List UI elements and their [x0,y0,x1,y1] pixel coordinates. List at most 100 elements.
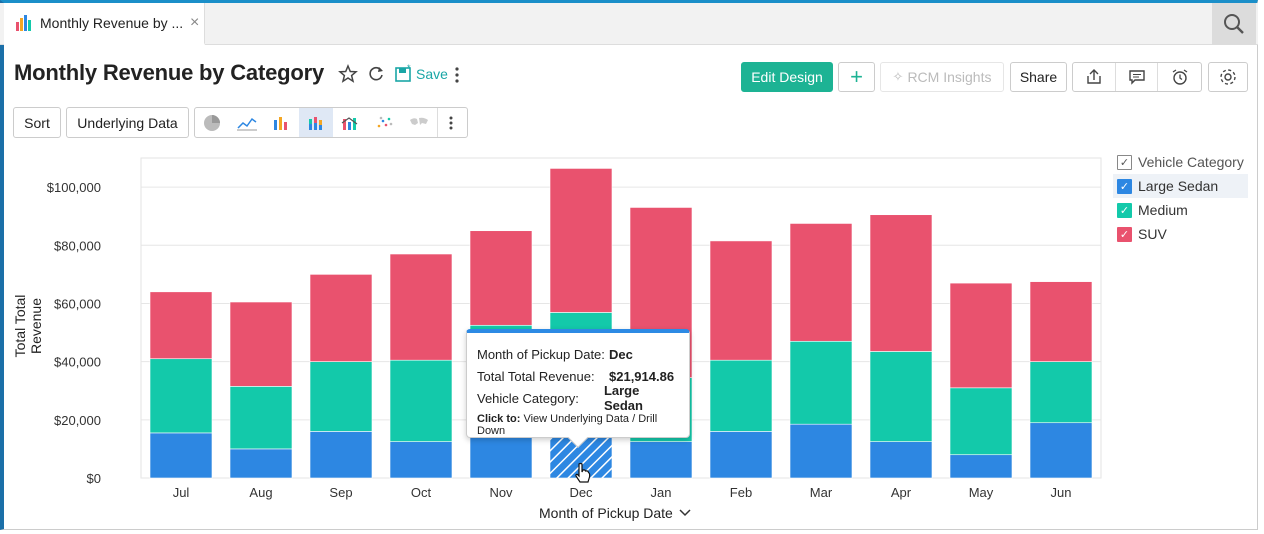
checkbox-icon: ✓ [1117,202,1132,218]
edit-design-button[interactable]: Edit Design [741,62,833,92]
settings-button[interactable] [1208,62,1248,92]
bar-may-medium[interactable] [949,387,1013,456]
legend-item-medium[interactable]: ✓ Medium [1113,198,1248,222]
tooltip-value: Dec [609,346,633,362]
x-tick-label: Nov [489,485,513,500]
underlying-data-button[interactable]: Underlying Data [66,107,189,138]
x-tick-label: Jan [651,485,672,500]
y-tick-label: $40,000 [54,355,101,370]
bar-may-suv[interactable] [949,282,1013,389]
x-axis-title[interactable]: Month of Pickup Date [539,505,691,521]
bar-apr-medium[interactable] [869,351,933,442]
bar-feb-large-sedan[interactable] [709,431,773,479]
tab-label: Monthly Revenue by ... [40,15,182,31]
stacked-bar-chart-icon[interactable] [298,108,333,137]
rcm-insights-label: RCM Insights [907,69,992,85]
map-chart-icon[interactable] [402,108,437,137]
tooltip-key: Month of Pickup Date: [477,346,605,362]
bar-jun-suv[interactable] [1029,281,1093,362]
combo-chart-icon[interactable] [333,108,368,137]
tooltip-click-hint[interactable]: Click to: View Underlying Data / Drill D… [477,413,679,437]
bar-oct-suv[interactable] [389,253,453,361]
sort-button[interactable]: Sort [13,107,61,138]
bar-jun-medium[interactable] [1029,361,1093,424]
rcm-insights-button[interactable]: ✧ RCM Insights [880,62,1004,92]
bar-jul-suv[interactable] [149,291,213,360]
search-icon [1224,14,1244,34]
search-button[interactable] [1212,3,1256,45]
bar-apr-large-sedan[interactable] [869,441,933,479]
tooltip-value: $21,914.86 [609,368,675,384]
chart-tooltip: Month of Pickup Date: Dec Total Total Rev… [466,329,690,448]
bar-sep-medium[interactable] [309,361,373,432]
refresh-icon[interactable] [366,64,386,89]
bar-apr-suv[interactable] [869,214,933,352]
bar-aug-large-sedan[interactable] [229,448,293,479]
bar-chart-icon[interactable] [264,108,299,137]
bar-feb-suv[interactable] [709,240,773,361]
bar-aug-suv[interactable] [229,301,293,387]
bar-sep-suv[interactable] [309,274,373,362]
checkbox-icon: ✓ [1117,154,1132,170]
bar-jul-medium[interactable] [149,358,213,434]
star-icon[interactable] [338,64,358,89]
alarm-icon[interactable] [1158,63,1201,91]
pie-chart-icon[interactable] [195,108,230,137]
bar-feb-medium[interactable] [709,359,773,432]
export-icon[interactable] [1073,63,1116,91]
more-vertical-icon[interactable] [452,66,462,89]
x-tick-label: Dec [569,485,593,500]
hand-cursor-icon [575,462,591,483]
save-button[interactable]: * Save [394,64,448,84]
bar-dec-suv[interactable] [549,168,613,313]
bar-mar-medium[interactable] [789,340,853,425]
checkbox-icon: ✓ [1117,226,1132,242]
tab-monthly-revenue[interactable]: Monthly Revenue by ... × [4,3,205,45]
bar-jun-large-sedan[interactable] [1029,422,1093,479]
x-tick-label: Sep [329,485,352,500]
legend-item-large-sedan[interactable]: ✓ Large Sedan [1113,174,1248,198]
bar-sep-large-sedan[interactable] [309,431,373,479]
bar-oct-large-sedan[interactable] [389,441,453,479]
share-button[interactable]: Share [1010,62,1067,92]
x-axis-title-label: Month of Pickup Date [539,505,673,521]
bar-may-large-sedan[interactable] [949,454,1013,479]
bar-oct-medium[interactable] [389,359,453,442]
tooltip-value: Large Sedan [603,383,643,413]
more-vertical-icon[interactable] [436,108,465,137]
bar-mar-suv[interactable] [789,223,853,342]
y-tick-label: $0 [87,471,101,486]
tab-bar: Monthly Revenue by ... × [0,3,1258,45]
legend-label: Large Sedan [1138,178,1219,194]
bar-nov-suv[interactable] [469,230,533,326]
y-axis-title: Total Total Revenue [12,294,44,358]
close-icon[interactable]: × [190,14,200,31]
legend-item-suv[interactable]: ✓ SUV [1113,222,1248,246]
bar-chart-icon [16,15,34,31]
line-chart-icon[interactable] [230,108,265,137]
comment-icon[interactable] [1116,63,1159,91]
legend-label: Medium [1138,202,1188,218]
scatter-chart-icon[interactable] [368,108,403,137]
bar-mar-large-sedan[interactable] [789,423,853,479]
y-tick-label: $100,000 [47,180,101,195]
x-tick-label: Apr [891,485,912,500]
bar-jul-large-sedan[interactable] [149,432,213,479]
tooltip-key: Vehicle Category: [477,390,579,406]
legend-header-label: Vehicle Category [1138,154,1244,170]
checkbox-icon: ✓ [1117,178,1132,194]
add-button[interactable]: + [838,62,875,92]
y-tick-label: $60,000 [54,296,101,311]
x-tick-label: Jul [173,485,190,500]
tooltip-click-text: View Underlying Data / Drill Down [477,413,658,437]
bar-aug-medium[interactable] [229,386,293,450]
page-title: Monthly Revenue by Category [14,60,324,85]
legend-header[interactable]: ✓ Vehicle Category [1113,150,1248,174]
y-tick-label: $20,000 [54,413,101,428]
legend: ✓ Vehicle Category ✓ Large Sedan ✓ Mediu… [1113,150,1248,246]
action-button-group [1072,62,1202,92]
bar-jan-large-sedan[interactable] [629,441,693,479]
stacked-bar-chart: $0 $20,000 $40,000 $60,000 $80,000 $100,000 Ju… [47,157,1102,500]
legend-label: SUV [1138,226,1167,242]
insights-icon: ✧ [892,69,904,84]
